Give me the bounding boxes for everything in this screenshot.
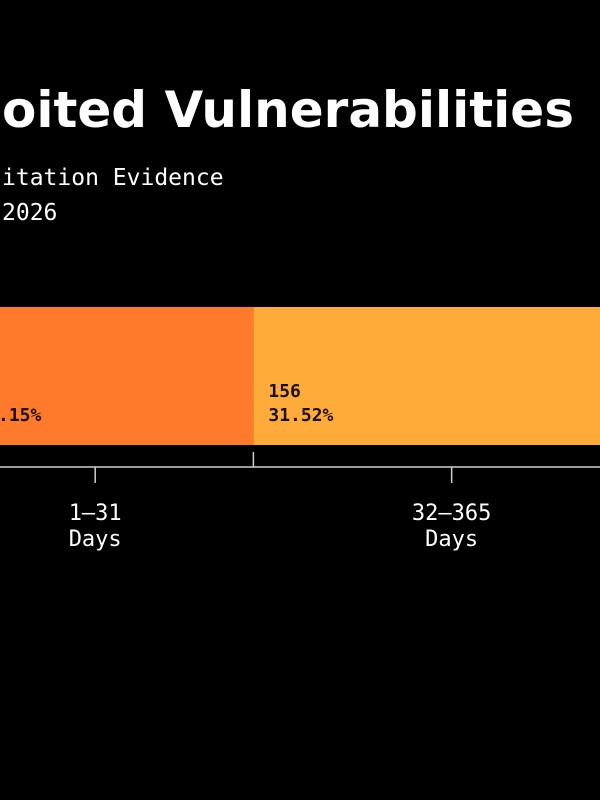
bar-segment-1 [0, 307, 254, 445]
category-label-1-line-1: 1–31 [69, 501, 122, 526]
chart-subtitle-line-2: 2026 [2, 200, 57, 226]
bar-segment-2 [253, 307, 600, 445]
category-label-1-line-2: Days [69, 527, 122, 552]
segment-2-percent: 31.52% [268, 405, 333, 426]
chart-subtitle-line-1: itation Evidence [2, 165, 224, 191]
category-label-2-line-2: Days [425, 527, 478, 552]
chart-title: oited Vulnerabilities [2, 81, 574, 139]
segment-2-count: 156 [268, 381, 301, 402]
category-label-2-line-1: 32–365 [412, 501, 491, 526]
segment-1-percent: .15% [0, 405, 42, 426]
